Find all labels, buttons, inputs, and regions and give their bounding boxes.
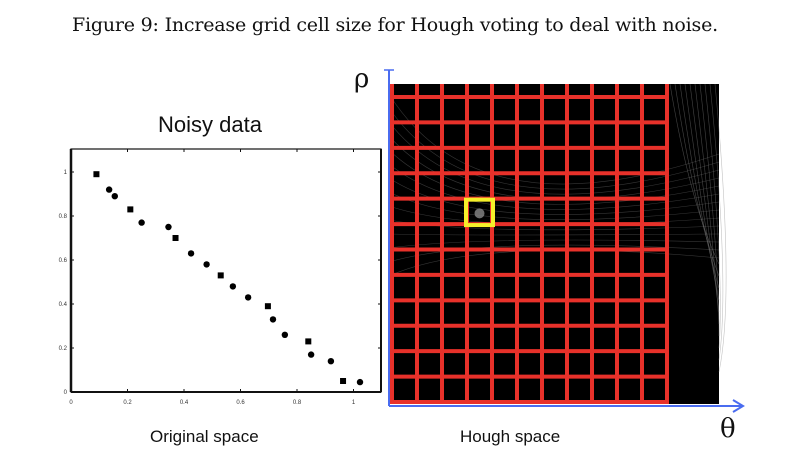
data-point bbox=[356, 378, 364, 386]
original-space-label: Original space bbox=[150, 427, 259, 446]
rho-axis-label: ρ bbox=[354, 64, 370, 94]
data-point bbox=[269, 316, 277, 323]
vote-curve bbox=[704, 83, 721, 349]
data-point bbox=[93, 171, 100, 178]
vote-curve bbox=[669, 83, 720, 265]
highlighted-cell bbox=[464, 197, 495, 228]
hough-space-label: Hough space bbox=[460, 427, 561, 446]
hough-space-plot bbox=[384, 69, 745, 413]
vote-curve bbox=[699, 83, 720, 337]
vote-curve bbox=[694, 83, 720, 325]
hough-image bbox=[389, 84, 719, 404]
vote-peak bbox=[474, 208, 485, 219]
y-tick-label: 0.8 bbox=[59, 214, 68, 220]
theta-arrowhead-icon bbox=[732, 399, 745, 413]
scatter-plot: 0 0.2 0.4 0.6 0.8 1 0 0.2 0.4 0.6 0.8 1 bbox=[59, 148, 382, 406]
data-point bbox=[165, 223, 172, 231]
plot-frame bbox=[70, 148, 382, 393]
y-tick-label: 0.4 bbox=[59, 302, 68, 308]
vote-curve bbox=[679, 83, 720, 289]
data-point bbox=[229, 283, 237, 290]
vote-curve bbox=[714, 83, 727, 373]
data-point bbox=[305, 338, 312, 345]
x-tick-label: 0.2 bbox=[123, 400, 132, 406]
data-point bbox=[244, 294, 252, 301]
data-point bbox=[203, 261, 210, 268]
vote-curve bbox=[709, 83, 724, 361]
x-tick-label: 1 bbox=[352, 400, 356, 406]
vote-curve bbox=[689, 83, 720, 313]
data-point bbox=[307, 351, 315, 358]
y-tick-label: 0.2 bbox=[59, 346, 68, 352]
figure-caption: Figure 9: Increase grid cell size for Ho… bbox=[72, 14, 718, 36]
data-point bbox=[327, 358, 335, 365]
data-point bbox=[217, 272, 224, 279]
data-point bbox=[127, 206, 134, 213]
x-tick-label: 0 bbox=[69, 400, 73, 406]
theta-axis-label: θ bbox=[720, 414, 736, 444]
y-tick-label: 0.6 bbox=[59, 258, 68, 264]
data-point bbox=[172, 235, 179, 241]
data-point bbox=[111, 193, 118, 200]
x-tick-label: 0.4 bbox=[180, 400, 189, 406]
data-point bbox=[187, 250, 195, 257]
y-tick-label: 0 bbox=[64, 390, 68, 396]
x-tick-label: 0.6 bbox=[236, 400, 245, 406]
data-point bbox=[105, 186, 113, 193]
y-tick-label: 1 bbox=[64, 170, 68, 176]
data-point bbox=[340, 378, 347, 384]
data-point bbox=[264, 303, 271, 310]
data-point bbox=[281, 331, 289, 338]
data-point bbox=[138, 219, 145, 226]
chart-title: Noisy data bbox=[158, 112, 262, 137]
vote-curve bbox=[674, 83, 720, 277]
x-tick-label: 0.8 bbox=[293, 400, 302, 406]
